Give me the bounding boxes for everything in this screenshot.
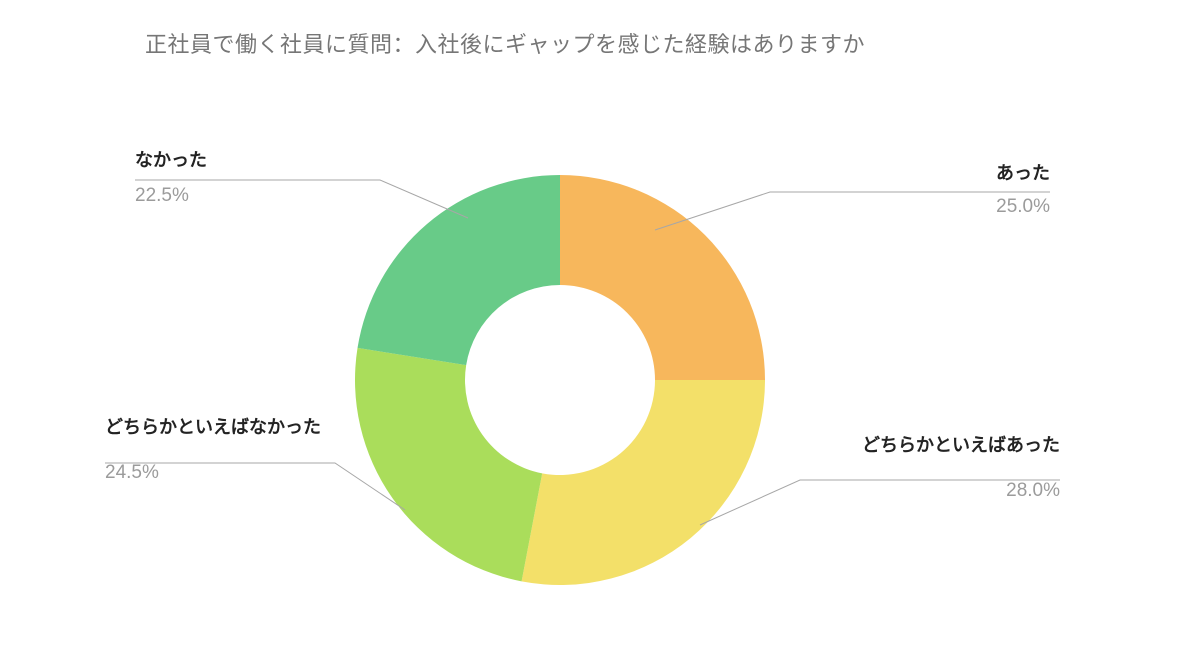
donut-slice bbox=[522, 380, 765, 585]
donut-chart-svg bbox=[0, 0, 1200, 672]
slice-label-0-name: あった bbox=[996, 162, 1050, 185]
leader-line bbox=[655, 192, 1050, 230]
slice-label-3-pct: 22.5% bbox=[135, 184, 207, 209]
slice-label-1: どちらかといえばあった 28.0% bbox=[862, 434, 1060, 504]
slice-label-1-pct: 28.0% bbox=[862, 479, 1060, 504]
donut-slice bbox=[560, 175, 765, 380]
slice-label-3: なかった 22.5% bbox=[135, 149, 207, 209]
slice-label-3-name: なかった bbox=[135, 149, 207, 172]
slice-label-1-name: どちらかといえばあった bbox=[862, 434, 1060, 457]
slice-label-2: どちらかといえばなかった 24.5% bbox=[105, 416, 321, 486]
slice-label-2-pct: 24.5% bbox=[105, 461, 321, 486]
donut-slice bbox=[355, 348, 542, 581]
chart-container: 正社員で働く社員に質問：入社後にギャップを感じた経験はありますか あった 25.… bbox=[0, 0, 1200, 672]
slice-label-2-name: どちらかといえばなかった bbox=[105, 416, 321, 439]
slice-label-0-pct: 25.0% bbox=[996, 195, 1050, 220]
donut-slice bbox=[358, 175, 560, 365]
slice-label-0: あった 25.0% bbox=[996, 162, 1050, 220]
